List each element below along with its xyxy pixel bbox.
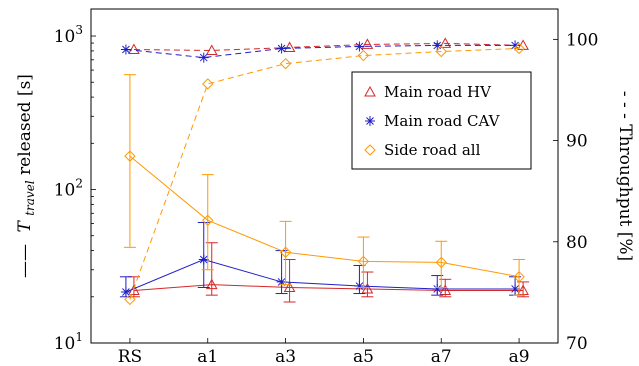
data-point — [202, 78, 214, 90]
data-point — [517, 284, 529, 295]
legend-label: Main road CAV — [384, 112, 501, 130]
right-axis-label-text: - - - Throughput [%] — [615, 91, 635, 261]
legend-label: Main road HV — [384, 83, 492, 101]
left-tick-label: 102 — [54, 177, 83, 201]
data-point — [283, 281, 296, 292]
data-point — [435, 256, 447, 269]
data-point — [361, 38, 374, 49]
series-side-road-all — [123, 42, 526, 306]
legend-label: Side road all — [384, 141, 481, 159]
travel-time-line — [133, 284, 524, 291]
data-point — [202, 214, 214, 227]
data-point — [276, 276, 287, 287]
data-point — [279, 57, 292, 70]
throughput-line — [133, 42, 524, 51]
data-point — [432, 40, 443, 51]
data-point — [364, 85, 376, 97]
right-tick-label: 70 — [566, 334, 588, 354]
data-point — [357, 255, 370, 268]
data-point — [513, 271, 525, 283]
right-tick-label: 100 — [566, 30, 598, 50]
data-point — [283, 41, 296, 52]
left-axis-label-subscript: travel — [23, 180, 37, 216]
left-axis-label-text: —— T travel released [s] — [15, 74, 39, 278]
data-point — [510, 40, 521, 51]
legend: Main road HV Main road CAV Side road all — [351, 71, 532, 170]
right-axis-ticks: 70 80 90 100 — [553, 30, 598, 354]
right-tick-label: 80 — [566, 233, 588, 253]
data-point — [365, 116, 375, 126]
data-point — [361, 282, 374, 294]
data-point — [439, 37, 452, 48]
left-tick-label: 101 — [54, 330, 83, 354]
data-point — [198, 52, 209, 63]
x-tick-label: a9 — [509, 347, 530, 366]
data-point — [205, 278, 218, 290]
data-point — [198, 254, 209, 265]
data-point — [435, 45, 447, 58]
left-axis-label-symbol: T — [15, 220, 35, 233]
data-point — [510, 283, 521, 294]
data-point — [120, 44, 131, 55]
series-layer — [119, 37, 530, 306]
travel-time-line — [125, 258, 516, 293]
right-axis-label: - - - Throughput [%] — [615, 91, 635, 261]
throughput-line — [129, 47, 520, 300]
legend-items: Main road HV Main road CAV Side road all — [364, 83, 501, 159]
x-tick-label: RS — [118, 347, 142, 366]
x-tick-label: a3 — [275, 347, 296, 366]
data-point — [124, 150, 136, 162]
plot-frame — [90, 8, 559, 344]
legend-item: Main road HV — [364, 83, 492, 101]
legend-item: Side road all — [364, 141, 481, 159]
legend-item: Main road CAV — [365, 112, 501, 130]
x-tick-label: a5 — [353, 347, 374, 366]
data-point — [279, 246, 292, 258]
x-axis-ticks: RS a1 a3 a5 a7 a9 — [118, 338, 530, 366]
series-main-road-cav — [119, 40, 522, 298]
x-tick-label: a7 — [431, 347, 452, 366]
data-point — [124, 293, 136, 306]
data-point — [357, 49, 370, 62]
throughput-line — [125, 44, 516, 59]
data-point — [432, 283, 443, 294]
data-point — [128, 43, 140, 54]
data-point — [439, 284, 452, 295]
left-tick-label: 103 — [54, 23, 83, 47]
data-point — [354, 41, 365, 52]
right-tick-label: 90 — [566, 132, 588, 152]
left-axis-label-suffix: released [s] — [15, 74, 35, 175]
legend-box — [351, 71, 532, 170]
left-axis-ticks: 101 102 103 — [54, 23, 96, 354]
data-point — [354, 281, 365, 292]
data-point — [205, 44, 218, 55]
data-point — [276, 43, 287, 54]
left-axis-label-prefix: —— — [15, 244, 35, 278]
x-tick-label: a1 — [197, 347, 218, 366]
data-point — [120, 286, 131, 297]
left-axis-label: —— T travel released [s] — [15, 74, 39, 278]
travel-time-line — [129, 155, 520, 278]
data-point — [513, 42, 525, 55]
data-point — [364, 144, 376, 156]
